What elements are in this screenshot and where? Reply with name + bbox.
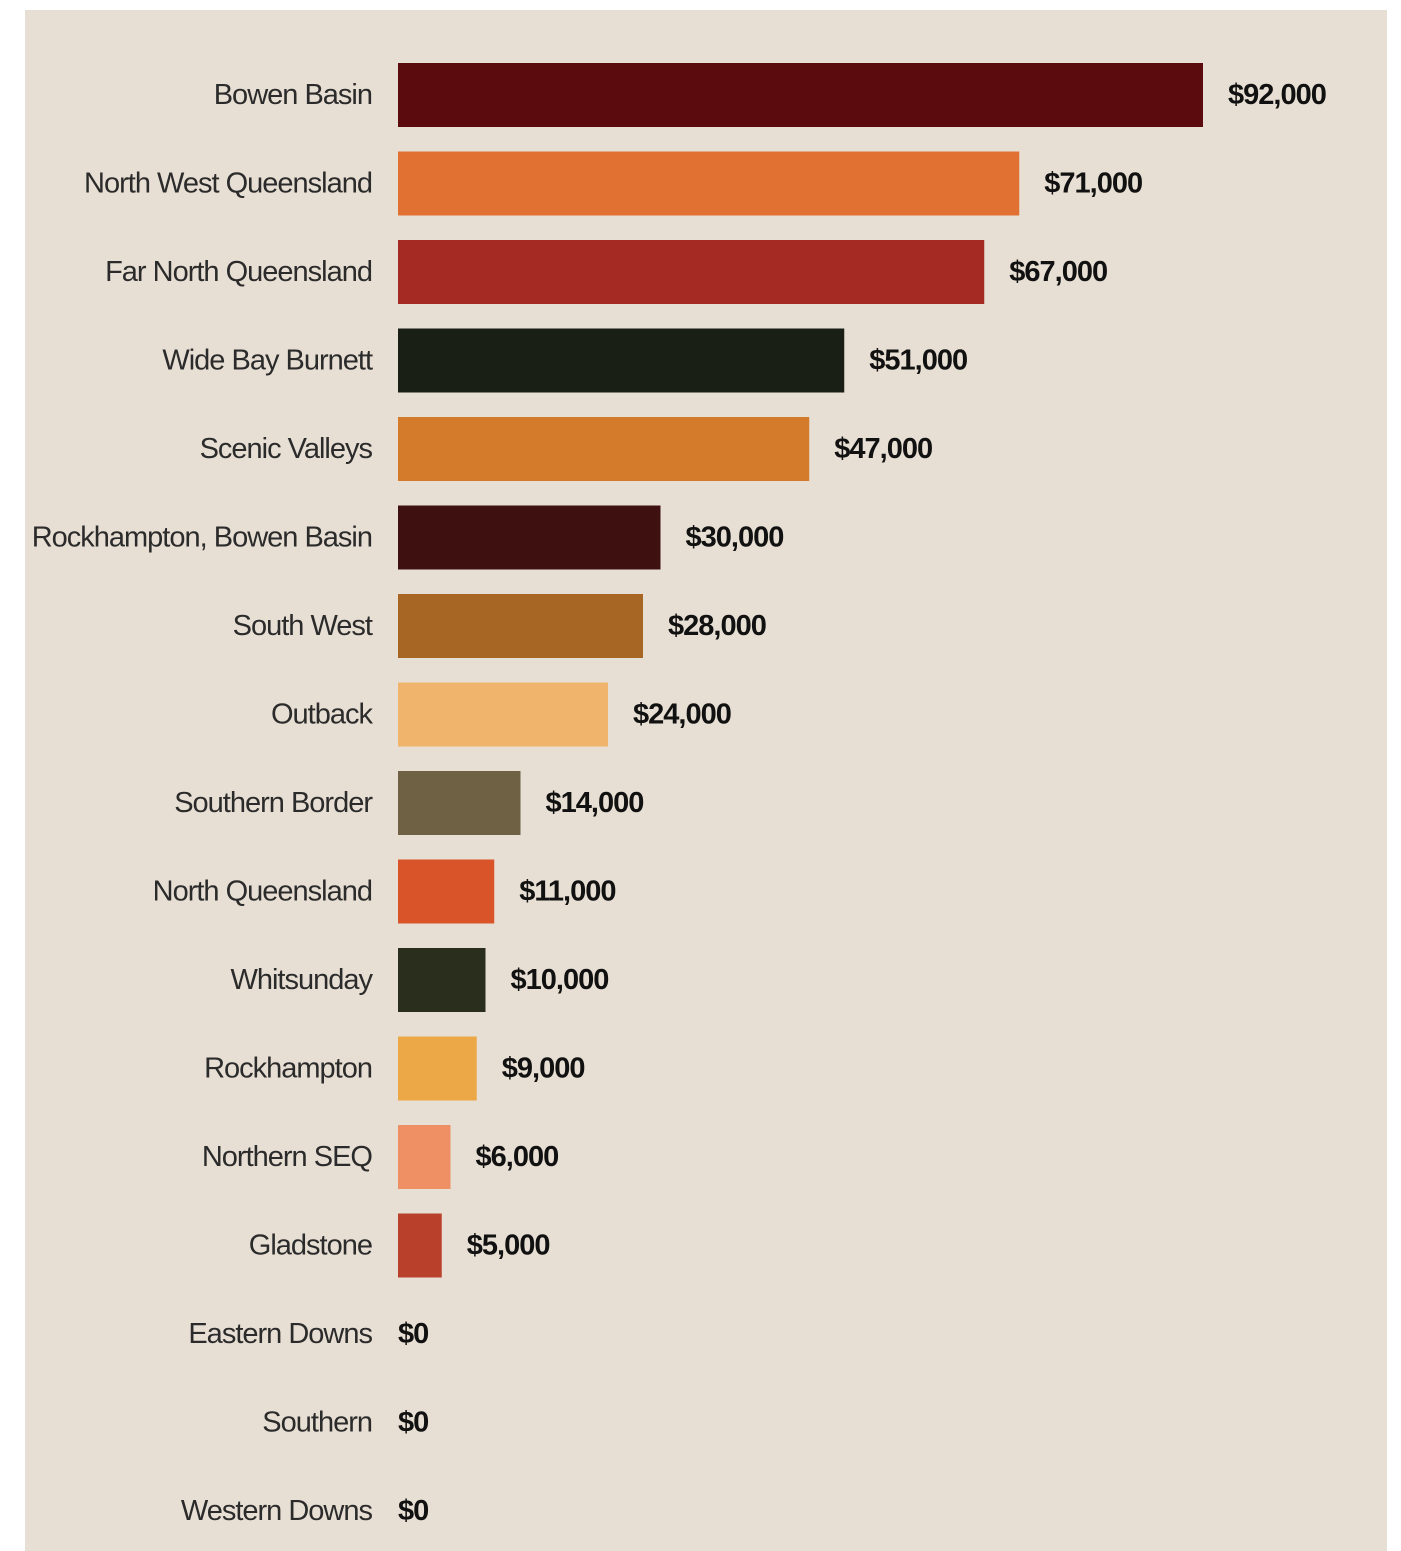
category-label: Rockhampton, Bowen Basin: [32, 522, 372, 554]
value-label: $92,000: [1228, 79, 1326, 111]
value-label: $10,000: [511, 964, 609, 996]
category-label: Northern SEQ: [202, 1141, 373, 1173]
category-label: Southern: [262, 1407, 372, 1439]
bar: [398, 1036, 477, 1101]
bar: [398, 240, 985, 304]
category-label: Outback: [271, 699, 373, 731]
category-label: Wide Bay Burnett: [162, 345, 373, 377]
value-label: $11,000: [519, 876, 615, 908]
bar: [398, 771, 521, 835]
value-label: $30,000: [686, 522, 784, 554]
value-label: $5,000: [467, 1230, 550, 1262]
value-label: $9,000: [502, 1053, 585, 1085]
bar: [398, 505, 661, 570]
category-label: North Queensland: [153, 876, 372, 908]
category-label: Bowen Basin: [214, 79, 372, 111]
value-label: $28,000: [668, 610, 766, 642]
category-label: Gladstone: [249, 1230, 372, 1262]
category-label: North West Queensland: [84, 168, 372, 200]
category-label: South West: [233, 610, 373, 642]
value-label: $24,000: [633, 699, 731, 731]
value-label: $51,000: [869, 345, 967, 377]
bar: [398, 328, 845, 393]
value-label: $0: [398, 1318, 428, 1350]
category-label: Whitsunday: [230, 964, 373, 996]
bar: [398, 151, 1020, 216]
value-label: $6,000: [476, 1141, 559, 1173]
value-label: $47,000: [834, 433, 932, 465]
value-label: $0: [398, 1407, 428, 1439]
bar: [398, 417, 810, 481]
category-label: Rockhampton: [204, 1053, 372, 1085]
value-label: $71,000: [1044, 168, 1142, 200]
bar: [398, 948, 486, 1012]
bar: [398, 1125, 451, 1189]
value-label: $14,000: [546, 787, 644, 819]
bar: [398, 594, 643, 658]
value-label: $67,000: [1009, 256, 1107, 288]
chart-panel: Bowen Basin $92,000 North West Queensland $…: [25, 10, 1387, 1551]
bar-chart: Bowen Basin $92,000 North West Queensland $…: [32, 63, 1327, 1527]
bar: [398, 859, 495, 924]
bar: [398, 63, 1203, 127]
bar: [398, 682, 608, 747]
category-label: Eastern Downs: [188, 1318, 372, 1350]
category-label: Southern Border: [174, 787, 373, 819]
category-label: Western Downs: [181, 1495, 373, 1527]
value-label: $0: [398, 1495, 428, 1527]
category-label: Scenic Valleys: [200, 433, 373, 465]
category-label: Far North Queensland: [105, 256, 372, 288]
bar: [398, 1213, 442, 1278]
